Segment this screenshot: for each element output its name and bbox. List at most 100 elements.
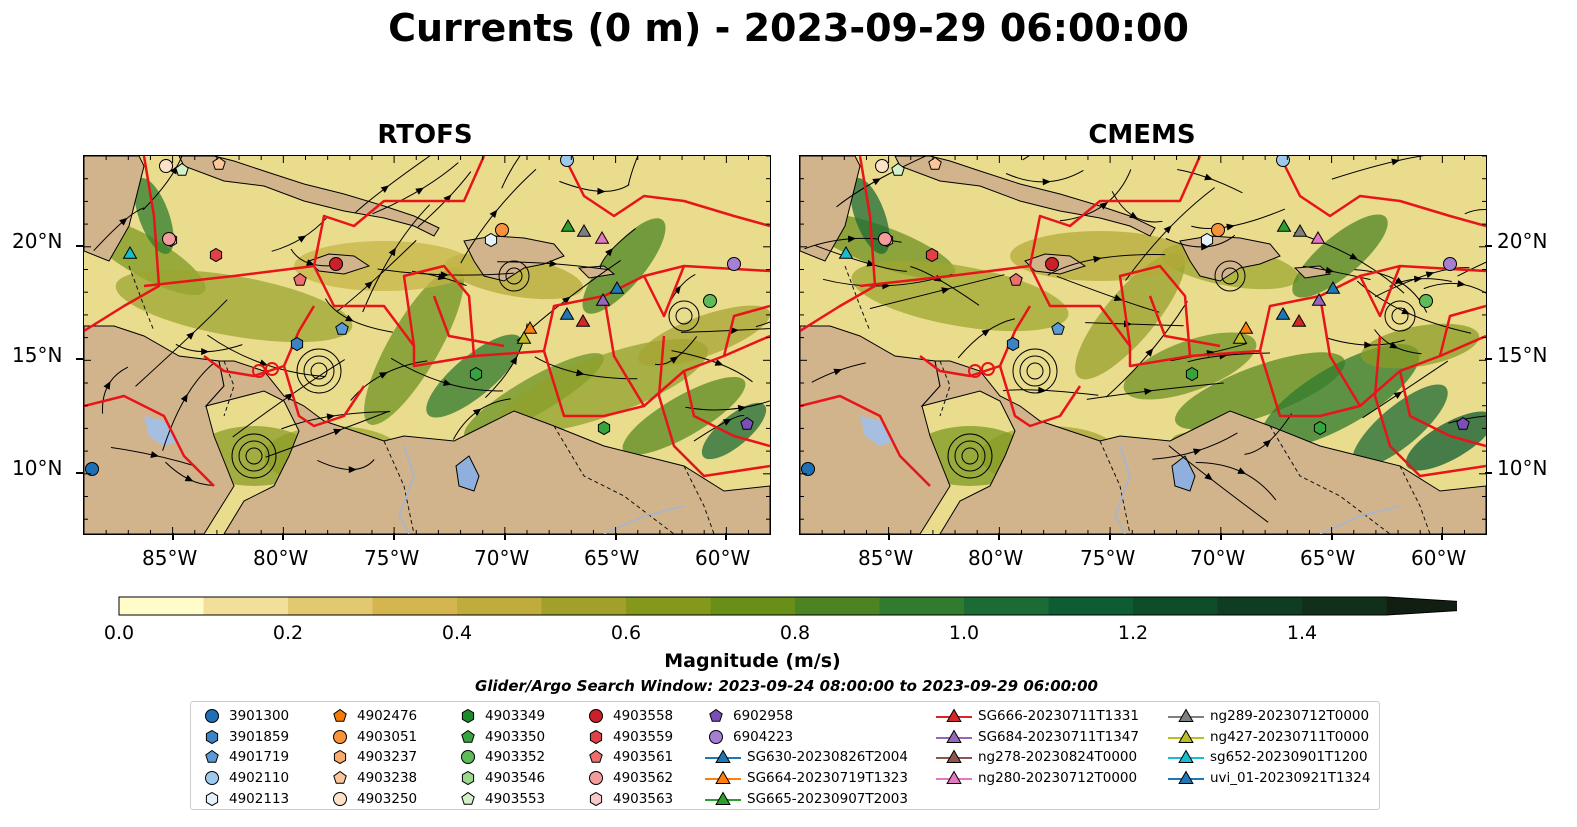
eez-boundary-line bbox=[432, 295, 505, 348]
legend-marker bbox=[589, 791, 603, 806]
legend-marker bbox=[205, 750, 219, 764]
float-marker bbox=[495, 223, 509, 237]
streamline bbox=[627, 156, 639, 186]
lake-nicaragua bbox=[860, 416, 895, 446]
legend-entry: sg652-20230901T1200 bbox=[1168, 747, 1370, 768]
eddy-streamline bbox=[1026, 362, 1044, 380]
float-marker bbox=[740, 416, 754, 430]
eez-boundary-line bbox=[143, 264, 770, 368]
legend-entry: 4903250 bbox=[329, 788, 417, 809]
legend-marker bbox=[589, 709, 603, 724]
legend-marker bbox=[589, 729, 603, 744]
legend-label: 4903051 bbox=[357, 728, 418, 745]
streamline-arrow bbox=[941, 287, 950, 294]
legend-label: uvi_01-20230921T1324 bbox=[1210, 770, 1371, 787]
glider-marker bbox=[1291, 313, 1307, 327]
eddy-streamline bbox=[1391, 307, 1409, 325]
eez-boundary-line bbox=[602, 295, 646, 407]
streamline-arrow bbox=[119, 217, 128, 226]
glider-marker bbox=[1292, 223, 1308, 237]
colorbar-tick-7: 1.4 bbox=[1286, 622, 1318, 644]
lon-major-tick bbox=[1109, 533, 1112, 540]
yucatan-land bbox=[84, 156, 145, 262]
legend-entry: 4903237 bbox=[329, 747, 417, 768]
legend-marker bbox=[205, 709, 219, 724]
float-marker bbox=[709, 709, 723, 723]
legend-entry: 6904223 bbox=[705, 727, 908, 748]
float-marker bbox=[212, 156, 226, 170]
float-marker bbox=[461, 729, 475, 743]
legend-marker bbox=[1168, 708, 1204, 723]
legend-marker bbox=[709, 729, 723, 744]
streamline-arrow bbox=[1163, 225, 1172, 234]
streamline-arrow bbox=[1457, 280, 1466, 288]
streamline-arrow bbox=[510, 356, 518, 365]
glider-marker bbox=[594, 230, 610, 244]
speed-field-patch bbox=[1123, 332, 1257, 400]
streamline-arrow bbox=[1113, 294, 1123, 301]
glider-marker bbox=[559, 306, 575, 320]
streamline-arrow bbox=[297, 235, 307, 243]
eez-boundary-loop bbox=[968, 364, 982, 378]
legend-entry: ng427-20230711T0000 bbox=[1168, 727, 1370, 748]
rtofs-map bbox=[83, 155, 771, 535]
legend-entry: 4903563 bbox=[585, 788, 673, 809]
glider-marker bbox=[576, 223, 592, 237]
float-marker bbox=[290, 336, 304, 352]
glider-marker bbox=[1178, 729, 1194, 743]
glider-marker bbox=[595, 292, 611, 306]
eddy-streamline bbox=[668, 300, 700, 332]
colorbar-block bbox=[288, 597, 373, 615]
colorbar-block bbox=[626, 597, 711, 615]
figure-title: Currents (0 m) - 2023-09-29 06:00:00 bbox=[388, 6, 1189, 50]
float-marker bbox=[484, 232, 498, 248]
eez-boundary-line bbox=[1278, 156, 1486, 228]
float-marker bbox=[1443, 257, 1457, 271]
legend-entry: 4903350 bbox=[457, 727, 545, 748]
legend-entry: 4903558 bbox=[585, 706, 673, 727]
legend-label: SG684-20230711T1347 bbox=[978, 728, 1139, 745]
legend-entry: 4903238 bbox=[329, 768, 417, 789]
lon-major-tick bbox=[171, 533, 174, 540]
streamline-arrow bbox=[326, 413, 336, 421]
eez-boundary-line bbox=[312, 156, 486, 267]
lat-major-tick bbox=[76, 358, 83, 361]
speed-field-patch bbox=[701, 402, 767, 460]
glider-marker bbox=[1238, 320, 1254, 334]
legend-entry: 3901859 bbox=[201, 727, 289, 748]
glider-marker bbox=[715, 770, 731, 785]
float-marker bbox=[469, 366, 483, 382]
eez-boundary-line bbox=[282, 365, 366, 428]
legend-label: 4903546 bbox=[485, 770, 546, 787]
legend-label: 4902113 bbox=[229, 790, 290, 807]
lat-label-20n-left: 20°N bbox=[12, 229, 63, 253]
colorbar-block bbox=[1133, 597, 1218, 615]
legend-label: SG664-20230719T1323 bbox=[747, 770, 908, 787]
legend-entry: 4903051 bbox=[329, 727, 417, 748]
streamline-arrow bbox=[184, 474, 194, 482]
eddy-streamline bbox=[231, 433, 277, 479]
colorbar-block bbox=[372, 597, 458, 615]
streamline-arrow bbox=[1349, 252, 1358, 260]
legend-column: 4902476 4903051 4903237 4903238 4903250 bbox=[329, 706, 417, 809]
eddy-streamline bbox=[1221, 267, 1239, 285]
streamline-arrow bbox=[730, 327, 739, 334]
colorbar-block bbox=[1302, 597, 1387, 615]
streamline-arrow bbox=[722, 418, 732, 426]
legend-marker bbox=[1168, 729, 1204, 743]
eddy-streamline bbox=[947, 433, 993, 479]
legend-label: 4903558 bbox=[613, 708, 674, 725]
legend-marker bbox=[461, 729, 475, 743]
legend-label: ng289-20230712T0000 bbox=[1210, 708, 1370, 725]
float-marker bbox=[589, 791, 603, 806]
streamline-arrow bbox=[1042, 178, 1051, 186]
legend-entry: SG665-20230907T2003 bbox=[705, 788, 908, 809]
legend-entry: uvi_01-20230921T1324 bbox=[1168, 768, 1370, 789]
streamline-arrow bbox=[669, 356, 679, 364]
streamline-arrow bbox=[284, 393, 294, 401]
float-marker bbox=[335, 321, 349, 335]
speed-field-patch bbox=[1352, 384, 1448, 468]
lake-maracaibo bbox=[455, 455, 480, 492]
legend-label: 4902110 bbox=[229, 770, 290, 787]
streamline-arrow bbox=[333, 428, 342, 436]
